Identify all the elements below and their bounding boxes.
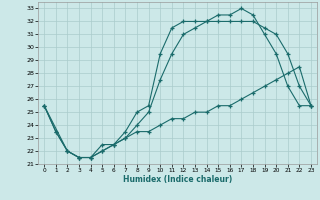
X-axis label: Humidex (Indice chaleur): Humidex (Indice chaleur) [123, 175, 232, 184]
